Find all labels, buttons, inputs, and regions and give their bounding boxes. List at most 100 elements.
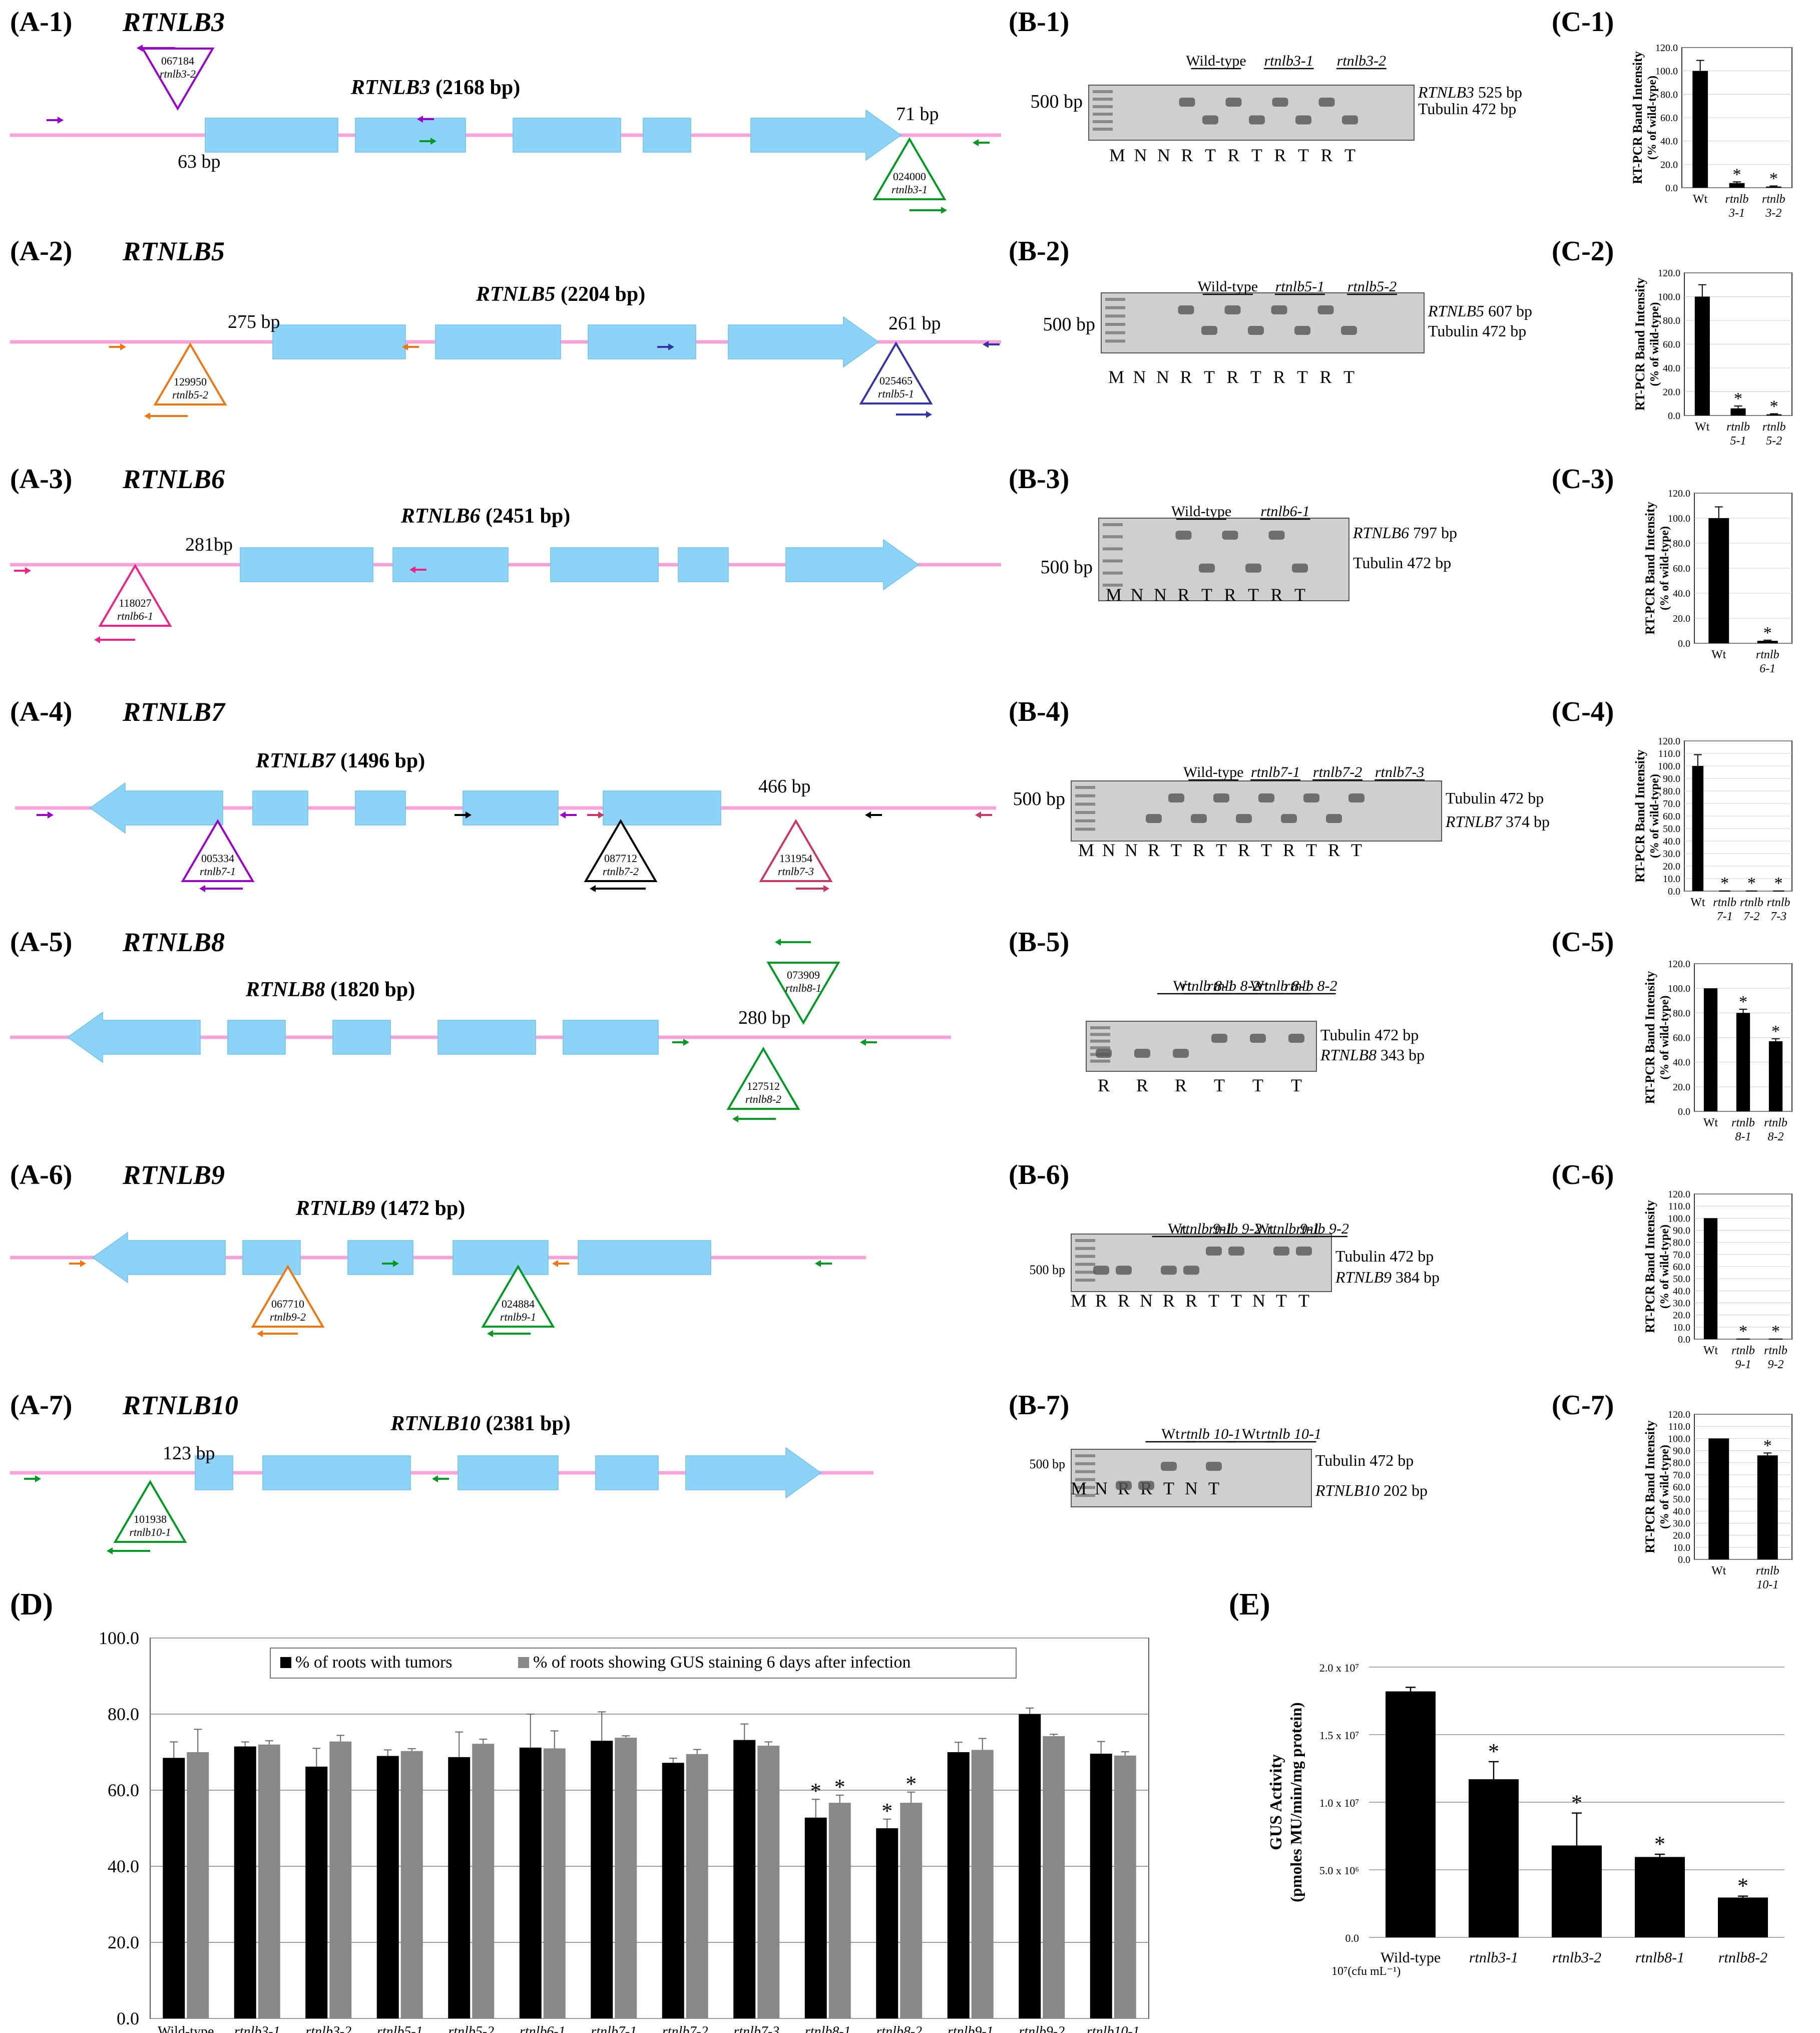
genotype-group-label: Wt [1255, 1221, 1273, 1237]
gel-band [1096, 1049, 1112, 1058]
ladder-band [1075, 811, 1095, 814]
insertion-distance: 123 bp [163, 1443, 215, 1464]
exon-box [643, 118, 691, 153]
y-tick-label: 0.0 [117, 2008, 139, 2028]
x-category-label: 8-1 [1735, 1130, 1751, 1143]
primer-head [137, 45, 143, 52]
band-size-label: RTNLB10 202 bp [1315, 1481, 1428, 1499]
x-category-label: 7-3 [1770, 910, 1786, 923]
insertion-triangle [481, 1265, 555, 1328]
y-tick-label: 90.0 [1673, 1226, 1690, 1237]
lane-label: M [1106, 585, 1122, 605]
ladder-band [1093, 98, 1113, 101]
y-tick-label: 20.0 [1663, 861, 1680, 872]
chart-plot-area [150, 1638, 1149, 2019]
panel-c-label: (C-5) [1552, 927, 1614, 958]
gel-band [1248, 326, 1264, 335]
x-category-label: rtnlb7-1 [591, 2024, 637, 2033]
y-tick-label: 0.0 [1665, 183, 1678, 194]
ladder-band [1075, 1239, 1095, 1242]
ladder-band [1075, 1494, 1095, 1497]
significance-star: * [1571, 1791, 1582, 1815]
gel-image [1071, 1234, 1332, 1292]
lane-label: T [1208, 1291, 1219, 1311]
primer-long-arrow-icon [137, 45, 175, 52]
lane-label: T [1208, 1478, 1219, 1498]
gel-band [1116, 1266, 1132, 1275]
significance-star: * [881, 1799, 892, 1823]
ladder-band [1075, 1279, 1095, 1282]
y-tick-label: 40.0 [1673, 588, 1690, 599]
primer-arrow-left-icon [973, 139, 990, 146]
primer-long-arrow-icon [732, 1115, 776, 1122]
gel-band [1168, 793, 1184, 802]
panel-a-gene-name: RTNLB7 [122, 697, 226, 727]
x-category-label: rtnlb8-1 [1635, 1949, 1684, 1966]
ladder-band [1093, 105, 1113, 108]
lane-label: T [1214, 1075, 1225, 1095]
ladder-band [1075, 1271, 1095, 1274]
y-tick-label: 90.0 [1673, 1446, 1690, 1457]
primer-arrow-right-icon [587, 811, 604, 819]
lane-label: T [1252, 1075, 1263, 1095]
x-category-label: 3-1 [1728, 207, 1745, 220]
ladder-band [1075, 1486, 1095, 1489]
lane-label: R [1136, 1075, 1148, 1095]
primer-arrow-right-icon [109, 343, 126, 350]
primer-head [417, 116, 423, 123]
panel-a-gene-name: RTNLB3 [122, 7, 225, 37]
primer-head [560, 811, 566, 819]
band-size-label: Tubulin 472 bp [1418, 100, 1516, 118]
primer-head [107, 1547, 113, 1554]
gel-band [1199, 563, 1215, 573]
gel-band [1271, 305, 1287, 314]
ladder-band [1075, 828, 1095, 831]
gel-image [1071, 1449, 1312, 1507]
panel-c-label: (C-4) [1552, 696, 1614, 727]
exon-arrow-right [750, 109, 902, 161]
panel-c-label: (C-6) [1552, 1159, 1614, 1190]
y-tick-label: 1.0 x 10⁷ [1319, 1797, 1359, 1809]
y-tick-label: 80.0 [1673, 1238, 1690, 1249]
x-category-label: rtnlb9-2 [1019, 2024, 1065, 2033]
bar [1043, 1736, 1065, 2018]
insertion-allele: rtnlb8-2 [745, 1093, 781, 1105]
x-category-label: 5-1 [1730, 435, 1746, 448]
exon-box [272, 324, 406, 359]
y-tick-label: 100.0 [1655, 66, 1678, 77]
y-tick-label: 10.0 [1663, 874, 1680, 885]
gel-band [1273, 1247, 1289, 1256]
exon-box [332, 1020, 391, 1055]
ladder-band [1105, 331, 1125, 334]
y-axis-title: RT-PCR Band Intensity [1643, 1420, 1657, 1553]
primer-head [58, 117, 64, 124]
y-tick-label: 40.0 [1663, 836, 1680, 847]
chart-legend: % of roots with tumors % of roots showing… [270, 1648, 1017, 1679]
gel-band [1138, 1481, 1154, 1490]
bar [1692, 71, 1708, 188]
y-tick-label: 0.0 [1668, 886, 1680, 897]
insertion-distance: 281bp [185, 534, 233, 555]
x-category-label: 7-2 [1743, 910, 1759, 923]
primer-head [815, 1260, 821, 1267]
genotype-group-label: rtnlb7-3 [1375, 764, 1424, 780]
gel-band [1326, 814, 1342, 823]
primer-arrow-right-icon [14, 567, 31, 574]
gel-band [1296, 1247, 1312, 1256]
insertion-triangle [98, 564, 172, 627]
exon-box [262, 1455, 411, 1490]
insertion-allele: rtnlb10-1 [129, 1526, 171, 1538]
ladder-band [1075, 1478, 1095, 1481]
lane-label: T [1251, 145, 1262, 165]
primer-arrow-left-icon [975, 811, 992, 819]
gel-band [1268, 531, 1285, 540]
y-axis-title: (% of wild-type) [1658, 1225, 1671, 1309]
primer-arrow-right-icon [37, 811, 54, 819]
insertion-triangle [153, 342, 227, 405]
ladder-band [1075, 1470, 1095, 1473]
gel-band [1178, 305, 1194, 314]
y-tick-label: 50.0 [1663, 824, 1680, 835]
band-size-label: RTNLB7 374 bp [1445, 812, 1550, 831]
lane-label: N [1095, 1478, 1108, 1498]
